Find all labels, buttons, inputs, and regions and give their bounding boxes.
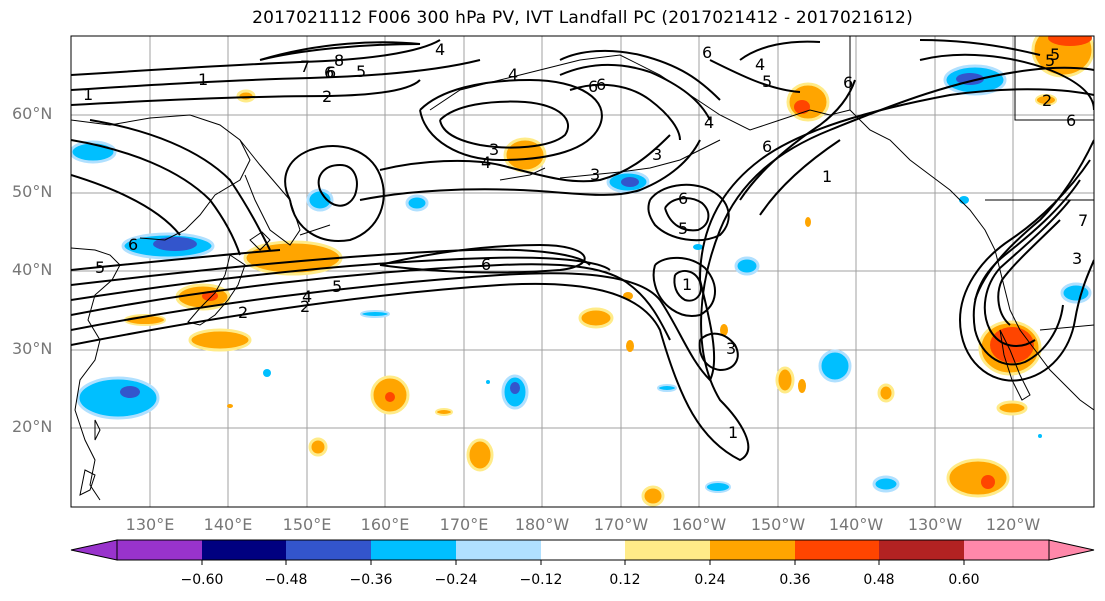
colorbar-tick-label: −0.12 — [519, 572, 563, 588]
colorbar-segment — [879, 540, 964, 560]
colorbar-segment — [964, 540, 1049, 560]
colorbar-tick-label: −0.24 — [434, 572, 478, 588]
colorbar-tick-label: −0.36 — [349, 572, 393, 588]
colorbar-segment — [117, 540, 202, 560]
contour-label: 5 — [356, 62, 366, 81]
contour-label: 5 — [332, 277, 342, 296]
lon-label: 140°W — [828, 515, 884, 534]
contour-label: 7 — [1078, 211, 1088, 230]
lon-label: 140°E — [203, 515, 253, 534]
lon-label: 170°W — [593, 515, 649, 534]
contour-label: 4 — [704, 113, 714, 132]
contour-label: 6 — [1066, 111, 1076, 130]
colorbar-tick-label: −0.48 — [264, 572, 308, 588]
contour-label: 1 — [822, 167, 832, 186]
lat-label-30n: 30°N — [12, 339, 53, 358]
contour-label: 3 — [726, 339, 736, 358]
colorbar-tick-label: 0.24 — [694, 572, 726, 588]
contour-label: 4 — [302, 287, 312, 306]
contour-label: 2 — [300, 297, 310, 316]
map-frame — [70, 35, 1095, 508]
colorbar-segment — [371, 540, 456, 560]
colorbar — [70, 539, 1095, 565]
contour-label: 6 — [588, 77, 598, 96]
lon-label: 130°W — [907, 515, 963, 534]
contour-label: 6 — [481, 255, 491, 274]
lat-label-60n: 60°N — [12, 104, 53, 123]
contour-label: 8 — [334, 51, 344, 70]
lon-label: 120°W — [985, 515, 1041, 534]
colorbar-segment — [286, 540, 371, 560]
contour-label: 6 — [702, 43, 712, 62]
contour-label: 6 — [326, 63, 336, 82]
lon-label: 160°E — [360, 515, 410, 534]
contour-label: 5 — [95, 258, 105, 277]
contour-label: 6 — [843, 73, 853, 92]
contour-label: 2 — [322, 87, 332, 106]
colorbar-tick-label: 0.60 — [948, 572, 980, 588]
colorbar-segment — [795, 540, 879, 560]
contour-label: 1 — [728, 423, 738, 442]
contour-label: 2 — [1042, 91, 1052, 110]
lat-label-50n: 50°N — [12, 182, 53, 201]
colorbar-tick-label: 0.12 — [609, 572, 641, 588]
lon-label: 160°W — [671, 515, 727, 534]
contour-label: 4 — [508, 65, 518, 84]
contour-label: 6 — [678, 189, 688, 208]
colorbar-segment — [710, 540, 795, 560]
contour-label: 2 — [238, 303, 248, 322]
contour-label: 3 — [652, 145, 662, 164]
contour-label: 3 — [489, 140, 499, 159]
colorbar-segment — [456, 540, 541, 560]
contour-label: 1 — [682, 275, 692, 294]
lat-label-20n: 20°N — [12, 417, 53, 436]
pv-contours — [71, 39, 1094, 462]
contour-label: 3 — [590, 165, 600, 184]
contour-label: 3 — [1072, 249, 1082, 268]
contour-label: 5 — [678, 219, 688, 238]
colorbar-tick-label: −0.60 — [180, 572, 224, 588]
map-title: 2017021112 F006 300 hPa PV, IVT Landfall… — [252, 8, 913, 28]
lon-label: 150°W — [750, 515, 806, 534]
lon-label: 170°E — [439, 515, 489, 534]
contour-label: 5 — [1050, 45, 1060, 64]
lat-label-40n: 40°N — [12, 260, 53, 279]
lon-label: 150°E — [282, 515, 332, 534]
contour-label: 4 — [481, 153, 491, 172]
lon-label: 130°E — [125, 515, 175, 534]
graticule — [71, 36, 1094, 507]
contour-label: 4 — [435, 40, 445, 59]
colorbar-segment — [202, 540, 286, 560]
colorbar-tick-label: 0.36 — [779, 572, 811, 588]
contour-label: 7 — [300, 57, 310, 76]
contour-label: 4 — [755, 55, 765, 74]
contour-label: 6 — [128, 235, 138, 254]
colorbar-segment — [625, 540, 710, 560]
contour-label: 6 — [762, 137, 772, 156]
contour-label: 1 — [198, 70, 208, 89]
contour-label: 1 — [83, 85, 93, 104]
contour-label: 6 — [596, 75, 606, 94]
contour-label: 5 — [762, 72, 772, 91]
contour-labels: 1 7 6 8 5 4 2 6 5 4 6 1 4 3 3 5 6 6 5 1 … — [83, 40, 1088, 442]
colorbar-extend-low — [70, 539, 118, 561]
colorbar-segment — [541, 540, 625, 560]
map-area: 1 7 6 8 5 4 2 6 5 4 6 1 4 3 3 5 6 6 5 1 … — [71, 36, 1094, 507]
contour-label: 5 — [1045, 51, 1055, 70]
lon-label: 180°W — [514, 515, 570, 534]
colorbar-extend-high — [1048, 539, 1095, 561]
colorbar-tick-label: 0.48 — [863, 572, 895, 588]
contour-label: 6 — [324, 63, 334, 82]
